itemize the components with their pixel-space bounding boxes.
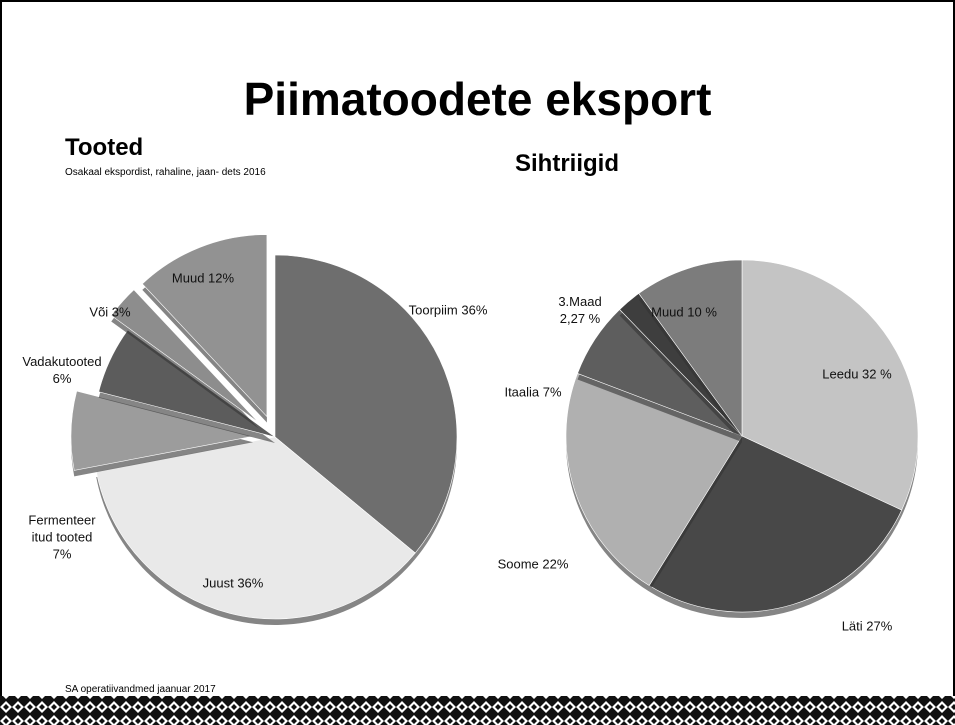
- data-label: Leedu 32 %: [822, 367, 891, 384]
- data-label: Toorpiim 36%: [409, 303, 488, 320]
- slide: Piimatoodete eksport Tooted Osakaal eksp…: [0, 0, 955, 725]
- data-label: Muud 12%: [172, 271, 234, 288]
- data-label: Läti 27%: [842, 619, 893, 636]
- data-label: Juust 36%: [203, 576, 264, 593]
- data-label: Või 3%: [89, 305, 130, 322]
- data-label: Soome 22%: [498, 557, 569, 574]
- chart-title: Sihtriigid: [515, 150, 619, 178]
- source-note: SA operatiivandmed jaanuar 2017: [65, 684, 216, 695]
- slide-title: Piimatoodete eksport: [0, 72, 955, 126]
- ornament-band: [0, 696, 955, 725]
- chart-title: Tooted: [65, 134, 143, 162]
- data-label: Itaalia 7%: [504, 385, 561, 402]
- chart-subtitle: Osakaal ekspordist, rahaline, jaan- dets…: [65, 167, 266, 178]
- data-label: Fermenteer itud tooted 7%: [28, 513, 95, 564]
- data-label: Muud 10 %: [651, 305, 717, 322]
- data-label: Vadakutooted 6%: [22, 354, 101, 388]
- data-label: 3.Maad 2,27 %: [558, 294, 601, 328]
